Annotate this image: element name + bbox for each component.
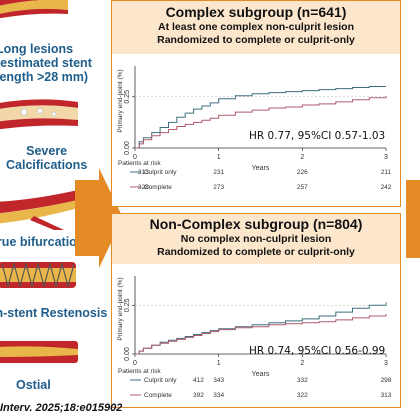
lesion-label-bifurcation: True bifurcation <box>0 235 85 249</box>
risk-count: 231 <box>213 169 224 176</box>
y-tick-label: 0.25 <box>124 90 131 104</box>
non-complex-subgroup-panel: Non-Complex subgroup (n=804) No complex … <box>111 213 401 408</box>
bifurcation-vessel-icon <box>0 190 78 230</box>
risk-count: 226 <box>297 169 308 176</box>
y-tick-label: 0.25 <box>124 298 131 312</box>
risk-count: 392 <box>193 392 204 399</box>
panel-subtitle-line-1: At least one complex non-culprit lesion <box>157 21 355 33</box>
citation: Interv. 2025;18:e015902 <box>0 402 123 414</box>
risk-row-label: Culprit only <box>144 377 177 384</box>
risk-table-header: Patients at risk <box>118 368 161 375</box>
risk-count: 257 <box>297 184 308 191</box>
ostial-vessel-icon <box>0 341 78 363</box>
series-line-culprit-only <box>135 86 386 149</box>
x-tick-label: 3 <box>384 360 388 367</box>
lesion-label-ostial: Ostial <box>16 378 51 392</box>
panel-header: Complex subgroup (n=641) At least one co… <box>112 1 400 54</box>
risk-count: 334 <box>213 392 224 399</box>
y-tick-label: 0.00 <box>124 141 131 155</box>
risk-count: 328 <box>138 184 149 191</box>
x-tick-label: 1 <box>217 360 221 367</box>
x-tick-label: 2 <box>300 360 304 367</box>
risk-table-header: Patients at risk <box>118 160 161 167</box>
hazard-ratio-non-complex: HR 0.74, 95%CI 0.56-0.99 <box>249 345 386 357</box>
risk-count: 412 <box>193 377 204 384</box>
arrow-right-edge-icon <box>406 180 420 258</box>
risk-count: 313 <box>138 169 149 176</box>
x-tick-label: 1 <box>217 154 221 161</box>
lesion-label-long: Long lesions (estimated stent length >28… <box>0 42 92 84</box>
y-axis-label: Primary end-point (%) <box>117 277 124 340</box>
x-tick-label: 0 <box>133 154 137 161</box>
risk-count: 298 <box>381 377 392 384</box>
series-line-complete <box>135 95 387 149</box>
panel-title: Non-Complex subgroup (n=804) <box>149 216 363 232</box>
risk-count: 211 <box>381 169 392 176</box>
risk-count: 332 <box>297 377 308 384</box>
risk-count: 313 <box>381 392 392 399</box>
x-axis-label: Years <box>252 165 270 172</box>
series-line-complete <box>135 314 387 355</box>
risk-count: 273 <box>213 184 224 191</box>
x-axis-label: Years <box>252 371 270 378</box>
x-tick-label: 2 <box>300 154 304 161</box>
panel-title: Complex subgroup (n=641) <box>165 4 347 20</box>
risk-count: 242 <box>381 184 392 191</box>
in-stent-restenosis-vessel-icon <box>0 261 76 289</box>
risk-count: 343 <box>213 377 224 384</box>
risk-row-label: Culprit only <box>144 169 177 176</box>
panel-subtitle-line-1: No complex non-culprit lesion <box>180 233 332 245</box>
y-tick-label: 0.00 <box>124 347 131 361</box>
y-axis-label: Primary end-point (%) <box>117 69 124 132</box>
panel-subtitle-line-2: Randomized to complete or culprit-only <box>157 33 355 46</box>
risk-row-label: Complete <box>144 392 172 399</box>
panel-header: Non-Complex subgroup (n=804) No complex … <box>112 214 400 264</box>
calcification-vessel-icon <box>0 99 78 130</box>
lesion-label-restenosis: In-stent Restenosis <box>0 306 108 320</box>
risk-count: 322 <box>297 392 308 399</box>
x-tick-label: 0 <box>133 360 137 367</box>
long-lesion-vessel-icon <box>0 0 68 19</box>
complex-subgroup-panel: Complex subgroup (n=641) At least one co… <box>111 0 401 207</box>
hazard-ratio-complex: HR 0.77, 95%CI 0.57-1.03 <box>249 130 386 142</box>
panel-subtitle-line-2: Randomized to complete or culprit-only <box>157 245 355 258</box>
lesion-label-calcifications: Severe Calcifications <box>6 144 88 172</box>
x-tick-label: 3 <box>384 154 388 161</box>
risk-row-label: Complete <box>144 184 172 191</box>
